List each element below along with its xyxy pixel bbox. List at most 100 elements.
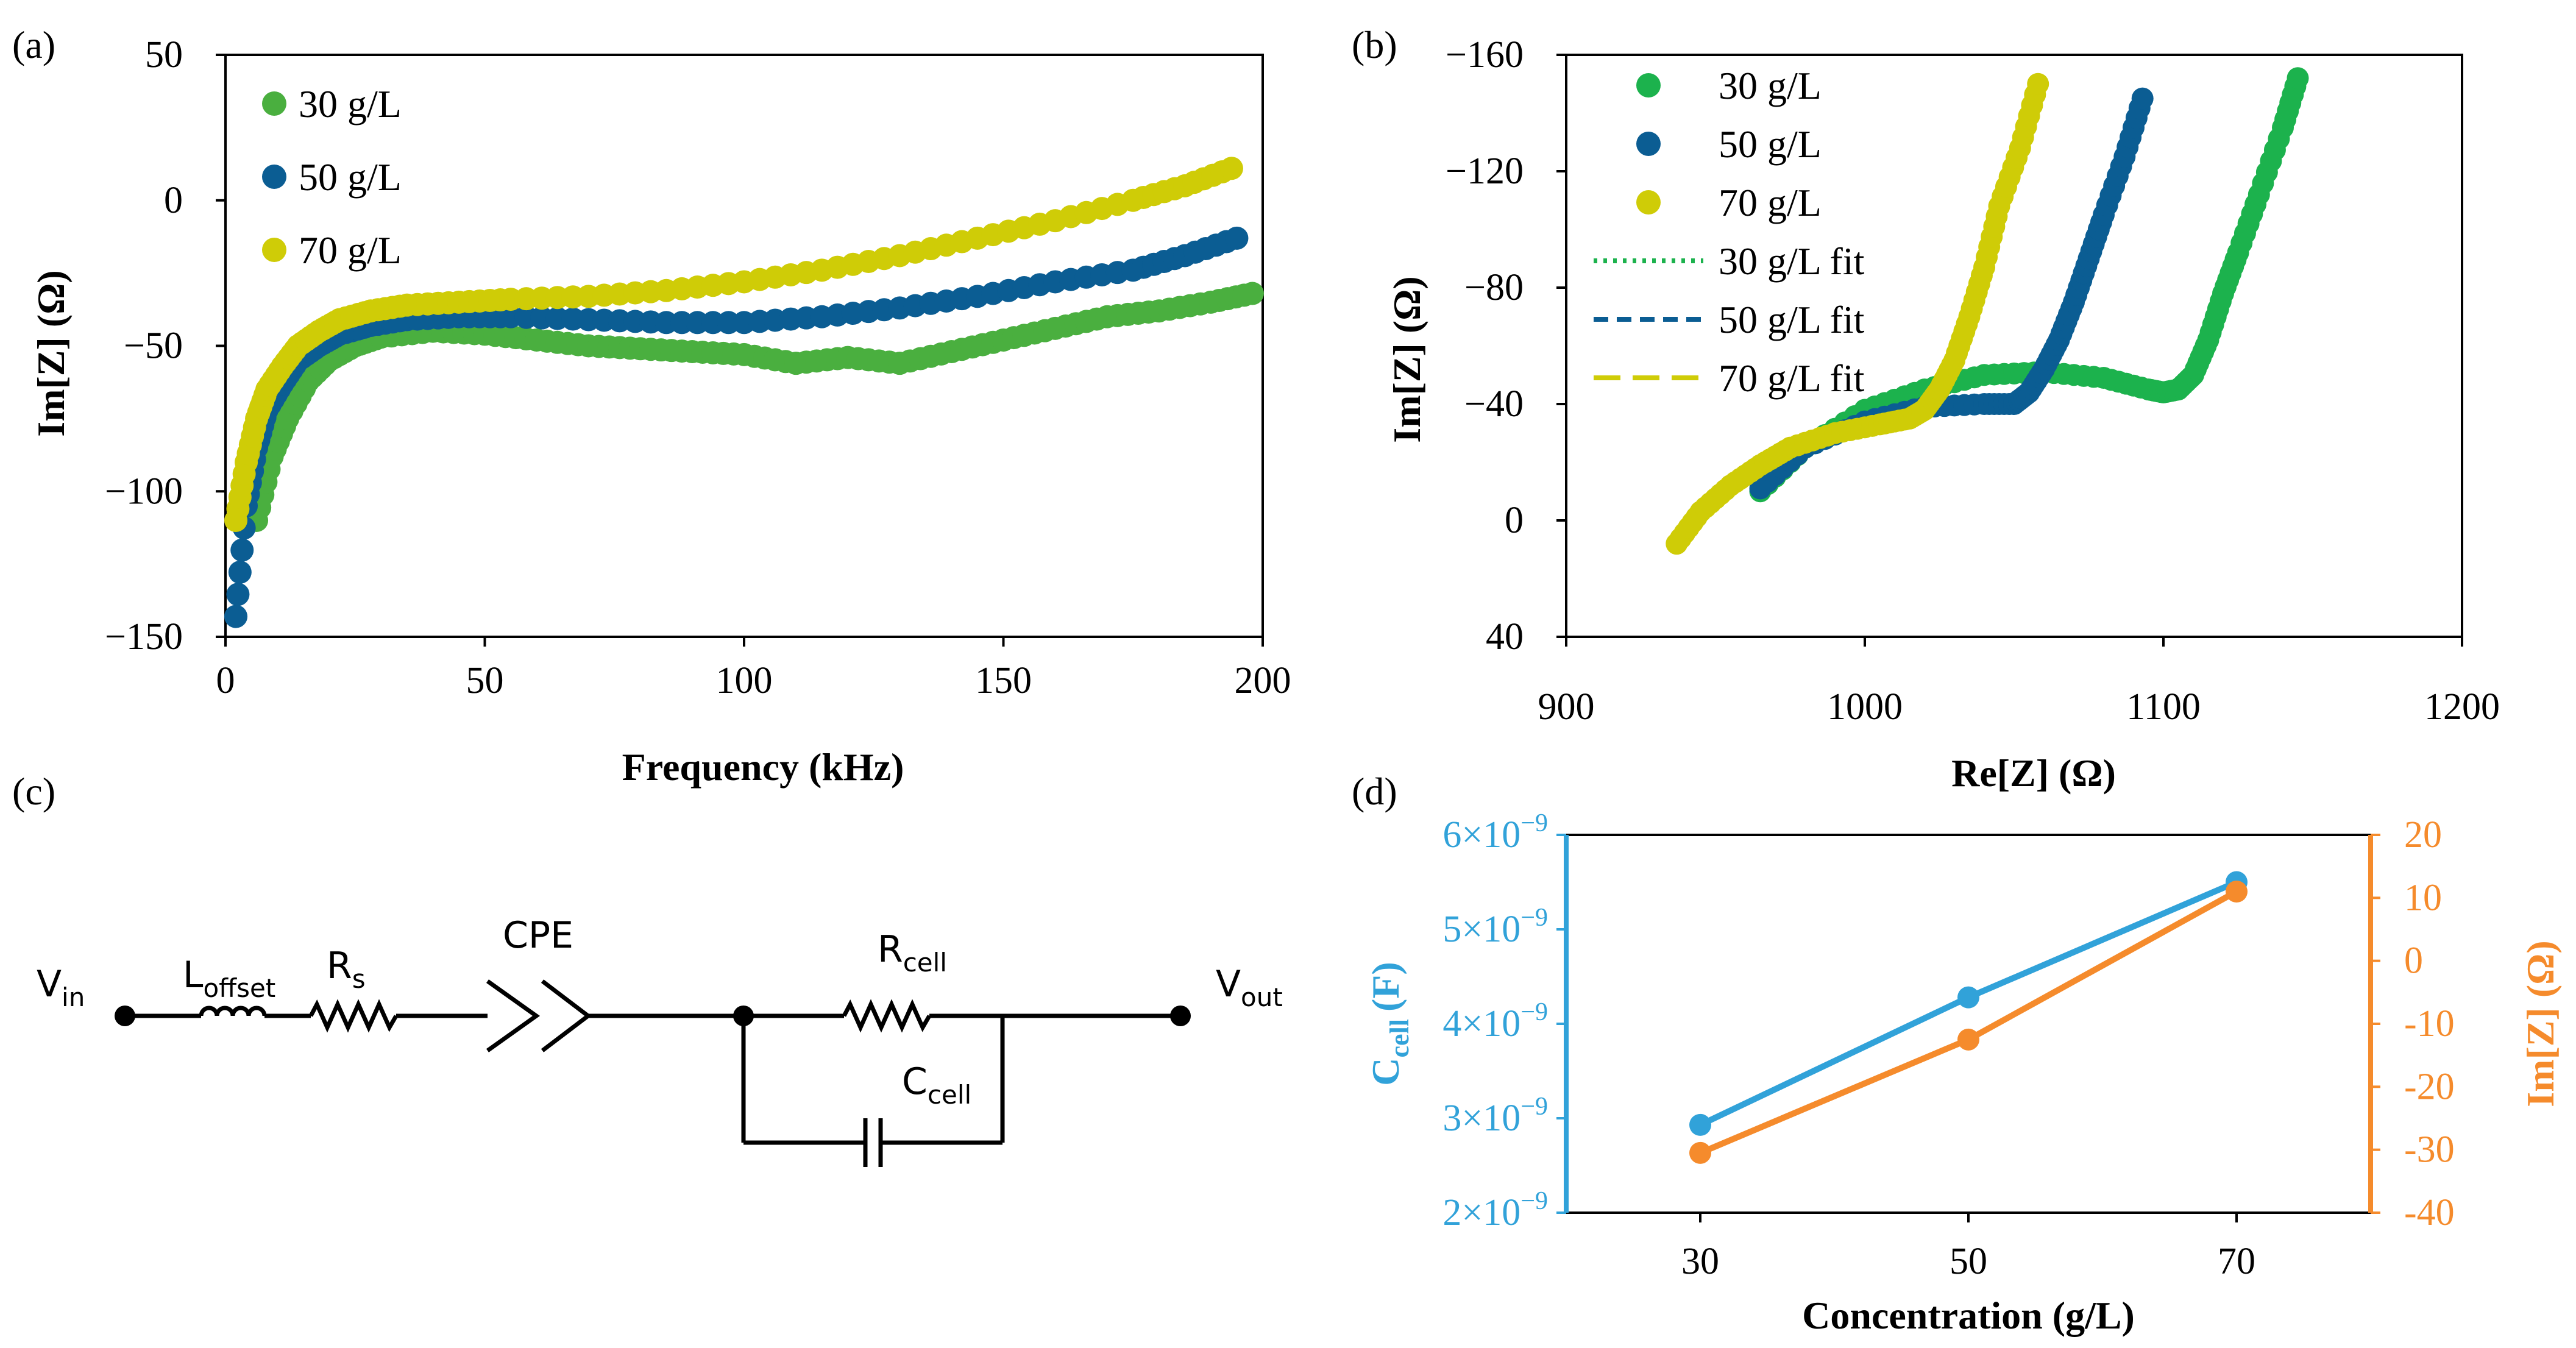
panel-a-ytick-label: −50 <box>124 325 183 367</box>
ccell-label: Ccell <box>902 1060 971 1110</box>
panel-b-plot-frame <box>1565 54 2463 638</box>
panel-d-series-line-1 <box>1699 889 2238 1156</box>
panel-d-ytick-left-label: 5×10−9 <box>1442 904 1548 950</box>
vin-terminal <box>115 1006 135 1026</box>
panel-d-ytick-right-label: -10 <box>2404 1003 2455 1045</box>
panel-d-xtick-label: 70 <box>2218 1241 2255 1282</box>
resistor-rcell-symbol <box>842 999 932 1033</box>
panel-a-ytick-label: 50 <box>145 34 183 76</box>
panel-b: (b) 900 1000 1100 1200 −160 −120 −80 −40 0 40 Re[… <box>1352 23 2500 795</box>
panel-a-xtick-label: 200 <box>1235 660 1291 701</box>
cpe-left-symbol <box>486 979 541 1052</box>
panel-d-ytick-right-label: -40 <box>2404 1192 2455 1233</box>
vout-terminal <box>1170 1006 1191 1026</box>
panel-d-series <box>1689 871 2248 1164</box>
panel-b-legend-marker <box>1636 190 1661 215</box>
panel-a-xtick-label: 100 <box>716 660 773 701</box>
panel-a-point-1 <box>230 538 254 562</box>
panel-a: (a) 0 50 100 150 200 50 0 −50 −100 −150 Frequency… <box>12 23 1291 789</box>
panel-a-points <box>224 157 1264 628</box>
panel-b-ytick-label: −40 <box>1464 383 1524 425</box>
panel-d-ytick-right-label: -20 <box>2404 1066 2455 1107</box>
panel-b-xlabel: Re[Z] (Ω) <box>1951 751 2116 795</box>
panel-d-label: (d) <box>1352 770 1397 813</box>
panel-a-point-1 <box>1225 226 1249 250</box>
l-offset-label: Loffset <box>183 954 275 1003</box>
panel-b-legend-label: 70 g/L <box>1719 181 1822 224</box>
panel-a-point-2 <box>1219 157 1243 180</box>
panel-b-xtick-label: 1100 <box>2126 686 2201 728</box>
panel-b-ytick-label: 0 <box>1505 500 1524 541</box>
panel-a-xtick-label: 150 <box>975 660 1032 701</box>
panel-a-ytick-label: −100 <box>105 470 183 512</box>
panel-a-legend-label: 30 g/L <box>299 82 402 126</box>
panel-a-legend: 30 g/L 50 g/L 70 g/L <box>262 82 402 272</box>
panel-d-point-0 <box>1957 986 1979 1009</box>
panel-d-xtick-label: 50 <box>1950 1241 1987 1282</box>
panel-a-legend-label: 50 g/L <box>299 155 402 199</box>
equivalent-circuit <box>125 979 1180 1167</box>
node-dot <box>733 1006 754 1026</box>
panel-d-ytick-left-label: 2×10−9 <box>1442 1187 1548 1233</box>
panel-a-legend-label: 70 g/L <box>299 229 402 272</box>
panel-d-point-1 <box>1689 1141 1711 1164</box>
panel-d-ytick-right-label: 20 <box>2404 814 2442 856</box>
panel-a-ytick-label: −150 <box>105 616 183 658</box>
panel-b-legend-label: 50 g/L fit <box>1719 298 1865 341</box>
panel-b-legend-label: 30 g/L fit <box>1719 239 1865 283</box>
cpe-label: CPE <box>503 914 573 957</box>
panel-d-ytick-right-label: 10 <box>2404 877 2442 918</box>
panel-b-xtick-label: 1000 <box>1827 686 1903 728</box>
panel-d-point-0 <box>1689 1113 1711 1136</box>
panel-b-point-2 <box>2027 73 2049 95</box>
panel-d-point-1 <box>1957 1028 1979 1051</box>
panel-a-point-1 <box>224 605 248 628</box>
panel-b-ytick-label: −120 <box>1446 151 1524 192</box>
panel-a-point-1 <box>228 560 252 584</box>
resistor-rs-symbol <box>308 999 399 1033</box>
panel-a-legend-marker <box>262 91 286 116</box>
panel-a-legend-marker <box>262 165 286 189</box>
panel-c: (c) Vin <box>12 770 1283 1167</box>
panel-d-ytick-left-label: 6×10−9 <box>1442 809 1548 856</box>
panel-b-ytick-label: 40 <box>1486 616 1524 658</box>
panel-b-legend: 30 g/L 50 g/L 70 g/L 30 g/L fit 50 g/L fit 70… <box>1594 64 1865 400</box>
panel-a-xlabel: Frequency (kHz) <box>622 745 904 789</box>
panel-b-legend-marker <box>1636 73 1661 98</box>
panel-b-xtick-label: 1200 <box>2424 686 2500 728</box>
panel-b-label: (b) <box>1352 23 1397 66</box>
panel-a-xtick-label: 50 <box>466 660 504 701</box>
panel-d-plot-frame <box>1565 834 2372 1214</box>
panel-b-xtick-label: 900 <box>1538 686 1595 728</box>
panel-d-point-1 <box>2226 881 2248 903</box>
panel-b-ticks: 900 1000 1100 1200 −160 −120 −80 −40 0 40 <box>1446 34 2500 728</box>
panel-b-legend-label: 70 g/L fit <box>1719 357 1865 400</box>
panel-d: (d) 30 50 70 6×10−9 5×10−9 4×10−9 3×10−9 2×10−9… <box>1352 770 2562 1337</box>
panel-a-label: (a) <box>12 23 55 66</box>
panel-d-xlabel: Concentration (g/L) <box>1802 1294 2135 1337</box>
panel-a-ylabel: Im[Z] (Ω) <box>29 270 73 436</box>
panel-b-ytick-label: −80 <box>1464 267 1524 308</box>
panel-a-point-0 <box>1240 282 1264 305</box>
panel-b-points <box>1666 67 2309 555</box>
panel-d-xtick-label: 30 <box>1681 1241 1719 1282</box>
panel-d-ytick-right-label: 0 <box>2404 940 2423 982</box>
panel-d-ytick-right-label: -30 <box>2404 1129 2455 1171</box>
rcell-label: Rcell <box>878 928 947 977</box>
panel-a-ticks: 0 50 100 150 200 50 0 −50 −100 −150 <box>105 34 1291 701</box>
panel-b-legend-label: 30 g/L <box>1719 64 1822 107</box>
panel-d-ylabel-left: Ccell(F) <box>1364 962 1414 1085</box>
inductor-symbol <box>199 1006 267 1016</box>
panel-b-point-1 <box>2131 87 2154 110</box>
panel-a-legend-marker <box>262 238 286 262</box>
panel-d-ylabel-right: Im[Z] (Ω) <box>2519 940 2562 1107</box>
panel-b-ytick-label: −160 <box>1446 34 1524 76</box>
panel-b-legend-marker <box>1636 132 1661 156</box>
rs-label: Rs <box>327 945 366 994</box>
vin-label: Vin <box>37 963 85 1012</box>
panel-b-ylabel: Im[Z] (Ω) <box>1385 276 1428 442</box>
panel-a-point-1 <box>226 583 250 606</box>
panel-d-ytick-left-label: 3×10−9 <box>1442 1093 1548 1139</box>
panel-d-ytick-left-label: 4×10−9 <box>1442 998 1548 1045</box>
